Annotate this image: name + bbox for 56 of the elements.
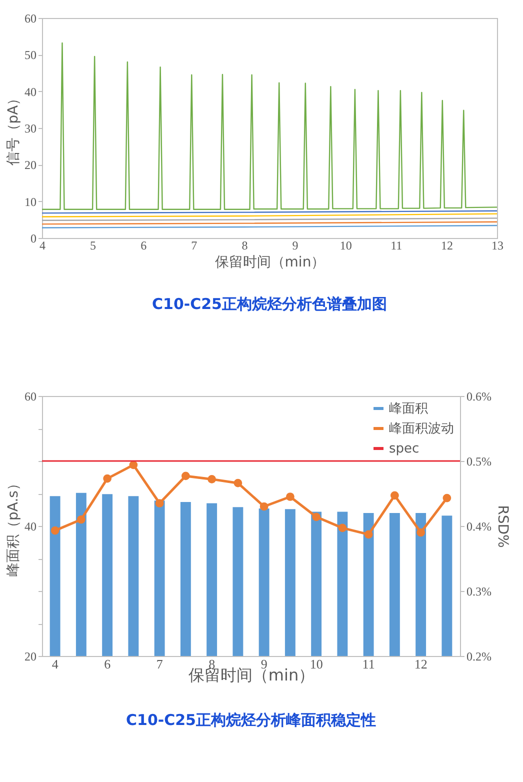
point	[182, 472, 190, 480]
point	[208, 475, 216, 484]
y2-tick-label: 0.2%	[466, 650, 492, 664]
x-tick-label: 5	[90, 238, 96, 252]
y-axis-title: 信号（pA）	[6, 91, 22, 166]
y-axis-title: 峰面积（pA.s）	[6, 476, 22, 576]
x-tick-label: 9	[292, 238, 298, 252]
y2-axis-title: RSD%	[494, 505, 510, 548]
x-tick-label: 10	[340, 238, 352, 252]
point	[312, 512, 320, 522]
point	[50, 526, 60, 535]
text: C10-C25正构烷烃分析色谱叠加图	[152, 295, 387, 313]
x-axis-title: 保留时间（min）	[214, 254, 326, 270]
x-tick-label: 12	[414, 656, 428, 672]
point	[416, 528, 425, 537]
y2-tick-label: 0.3%	[466, 584, 492, 598]
y-tick-label: 50	[24, 48, 36, 62]
x-tick-label: 12	[440, 238, 453, 252]
legend-label: 峰面积	[389, 402, 428, 416]
y2-tick-label: 0.6%	[466, 390, 492, 404]
y-tick-label: 40	[24, 520, 36, 534]
x-tick-label: 4	[40, 238, 46, 252]
y2-tick-label: 0.4%	[466, 520, 492, 534]
x-tick-label: 11	[362, 656, 375, 672]
y-tick-label: 30	[24, 122, 36, 136]
point	[234, 478, 242, 488]
point	[364, 530, 373, 539]
point	[338, 524, 347, 532]
point	[260, 502, 268, 511]
y-tick-label: 0	[30, 232, 36, 246]
point	[103, 474, 112, 483]
point	[286, 492, 294, 501]
point	[77, 515, 86, 524]
point	[442, 494, 452, 502]
x-tick-label: 6	[104, 656, 112, 672]
x-tick-label: 11	[390, 238, 402, 252]
y-tick-label: 60	[24, 390, 36, 404]
x-tick-label: 4	[52, 656, 59, 672]
legend-label: spec	[389, 442, 420, 456]
x-tick-label: 10	[310, 656, 323, 672]
x-tick-label: 6	[140, 238, 147, 252]
text: C10-C25正构烷烃分析峰面积稳定性	[126, 711, 376, 729]
y-tick-label: 40	[24, 84, 36, 99]
y2-tick-label: 0.5%	[466, 454, 492, 468]
x-tick-label: 7	[191, 238, 198, 252]
x-tick-label: 8	[242, 238, 248, 252]
point	[390, 491, 399, 500]
point	[155, 499, 164, 508]
legend-label: 峰面积波动	[389, 422, 454, 436]
x-tick-label: 13	[492, 238, 504, 252]
line-series	[41, 42, 498, 210]
y-tick-label: 60	[24, 12, 36, 26]
x-tick-label: 7	[156, 656, 164, 672]
y-tick-label: 10	[24, 194, 36, 209]
y-tick-label: 20	[24, 158, 36, 172]
y-tick-label: 20	[24, 650, 36, 664]
